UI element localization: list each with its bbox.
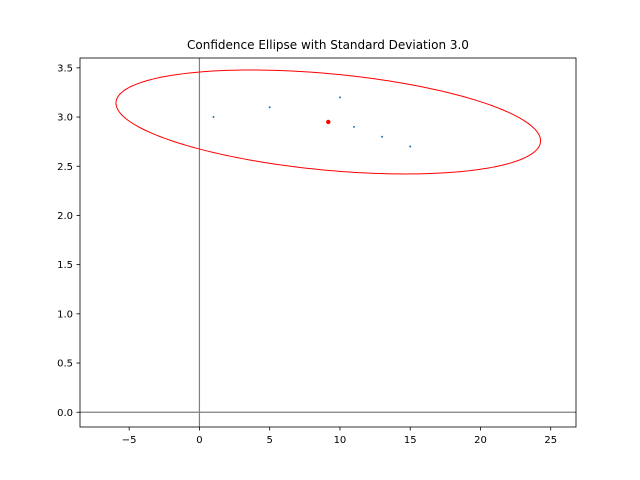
y-axis: 0.0 0.5 1.0 1.5 2.0 2.5 3.0 3.5	[57, 63, 80, 419]
data-point	[338, 96, 341, 99]
mean-point-layer	[326, 119, 331, 125]
y-tick-label: 0.0	[57, 408, 73, 419]
scatter-points	[212, 96, 412, 148]
x-tick-label: 15	[404, 435, 417, 446]
data-point	[409, 145, 412, 148]
plot-frame	[79, 57, 577, 428]
x-tick-label: 25	[544, 435, 557, 446]
chart-title: Confidence Ellipse with Standard Deviati…	[187, 38, 469, 52]
y-tick-label: 1.0	[57, 309, 73, 320]
y-tick-label: 3.0	[57, 113, 73, 124]
y-tick-label: 1.5	[57, 260, 73, 271]
mean-point	[326, 119, 331, 125]
y-tick-label: 3.5	[57, 63, 73, 74]
data-point	[352, 125, 355, 128]
confidence-ellipse-layer	[115, 69, 542, 175]
y-tick-label: 0.5	[57, 359, 73, 370]
x-axis: −5 0 5 10 15 20 25	[122, 427, 557, 446]
data-point	[381, 135, 384, 138]
x-tick-label: −5	[122, 435, 137, 446]
data-point	[268, 106, 271, 109]
reference-lines	[80, 58, 576, 427]
x-tick-label: 5	[267, 435, 273, 446]
x-tick-label: 10	[334, 435, 347, 446]
y-tick-label: 2.0	[57, 211, 73, 222]
confidence-ellipse	[115, 69, 542, 175]
x-tick-label: 20	[474, 435, 487, 446]
data-point	[212, 116, 215, 119]
x-tick-label: 0	[196, 435, 202, 446]
y-tick-label: 2.5	[57, 162, 73, 173]
